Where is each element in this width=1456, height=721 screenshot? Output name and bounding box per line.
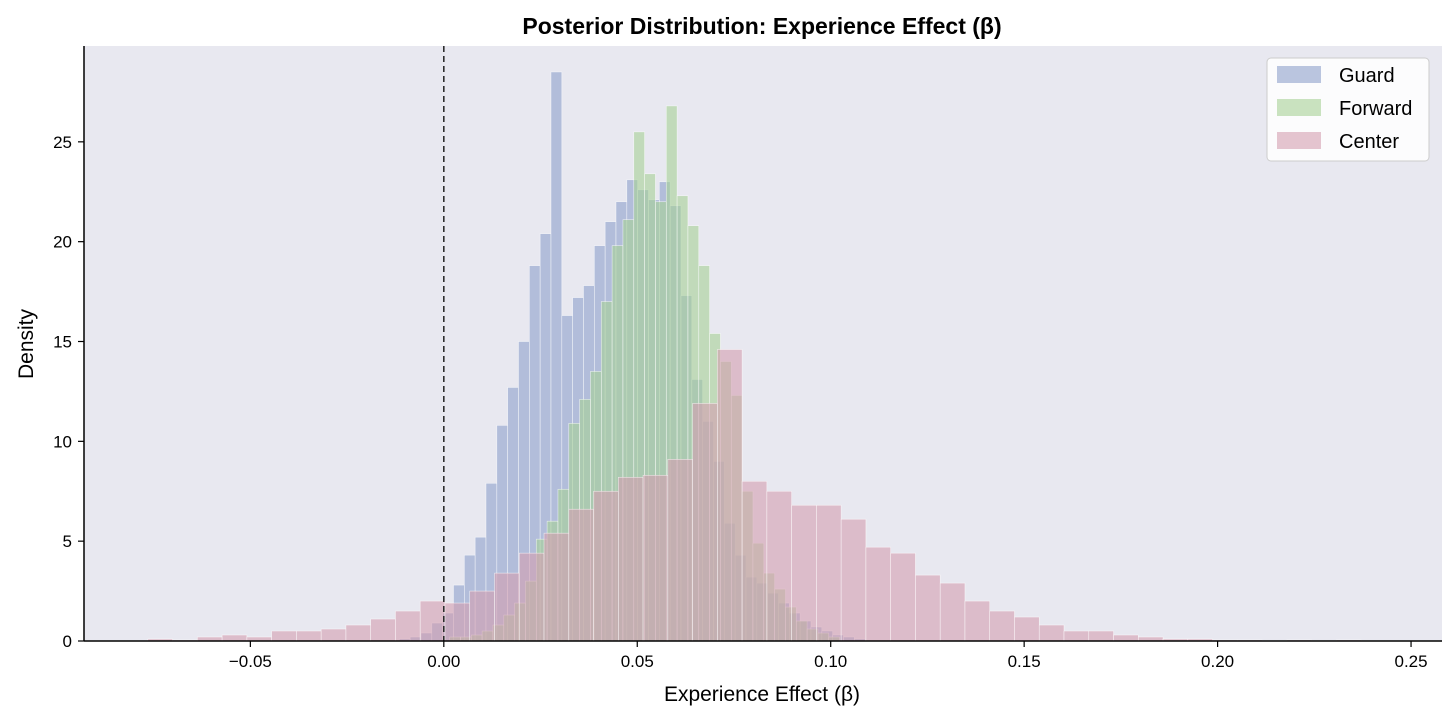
histogram-bar: [840, 518, 867, 642]
histogram-bar: [766, 490, 792, 642]
histogram-bar: [444, 602, 471, 642]
histogram-bar: [816, 504, 842, 642]
histogram-bar: [791, 504, 817, 642]
histogram-bar: [296, 630, 322, 642]
y-tick-label: 5: [63, 532, 72, 551]
histogram-bar: [1113, 634, 1139, 642]
histogram-bar: [692, 403, 718, 642]
legend-label-forward: Forward: [1339, 98, 1412, 120]
histogram-bar: [543, 532, 570, 642]
histogram-bar: [1088, 630, 1114, 642]
histogram-bar: [568, 508, 594, 642]
x-tick-label: 0.10: [814, 652, 847, 671]
y-tick-label: 15: [53, 333, 72, 352]
chart-title: Posterior Distribution: Experience Effec…: [522, 13, 1001, 39]
y-tick-label: 25: [53, 133, 72, 152]
histogram-bar: [518, 552, 545, 642]
legend-swatch-guard: [1277, 66, 1321, 83]
histogram-bar: [1014, 616, 1040, 642]
histogram-bar: [419, 600, 446, 642]
histogram-bar: [395, 610, 421, 642]
legend: Guard Forward Center: [1266, 57, 1430, 162]
y-axis-label: Density: [15, 308, 38, 379]
histogram-bar: [865, 546, 891, 642]
x-tick-label: 0.25: [1395, 652, 1428, 671]
histogram-bar: [1038, 624, 1065, 642]
histogram-bar: [221, 634, 248, 642]
histogram-bar: [915, 574, 941, 642]
histogram-bar: [271, 630, 297, 642]
histogram-bar: [617, 476, 644, 642]
histogram-bar: [890, 552, 916, 642]
histogram-bar: [741, 480, 768, 642]
legend-swatch-forward: [1277, 99, 1321, 116]
histogram-bar: [345, 624, 371, 642]
y-tick-label: 0: [63, 632, 72, 651]
histogram-bar: [593, 490, 619, 642]
legend-swatch-center: [1277, 132, 1321, 149]
histogram-bar: [469, 590, 495, 642]
histogram-bar: [1063, 630, 1090, 642]
x-tick-label: 0.15: [1008, 652, 1041, 671]
histogram-bar: [964, 600, 991, 642]
histogram-bar: [667, 459, 693, 642]
histogram-bar: [494, 572, 520, 642]
x-tick-label: 0.05: [621, 652, 654, 671]
histogram-bar: [939, 582, 966, 642]
legend-label-center: Center: [1339, 131, 1399, 153]
histogram-bar: [642, 474, 669, 642]
histogram-bar: [717, 349, 743, 642]
series-center: [147, 349, 1362, 642]
x-tick-label: 0.00: [427, 652, 460, 671]
histogram-bar: [989, 610, 1015, 642]
x-tick-label: 0.20: [1201, 652, 1234, 671]
plot-area: −0.05 0.00 0.05 0.10 0.15 0.20 0.25 0 5 10 15 20 25: [53, 46, 1442, 671]
x-tick-label: −0.05: [229, 652, 272, 671]
x-axis-label: Experience Effect (β): [664, 683, 860, 706]
histogram-bar: [370, 618, 396, 642]
histogram-bar: [320, 628, 347, 642]
y-tick-label: 10: [53, 432, 72, 451]
legend-label-guard: Guard: [1339, 65, 1395, 87]
y-tick-label: 20: [53, 233, 72, 252]
